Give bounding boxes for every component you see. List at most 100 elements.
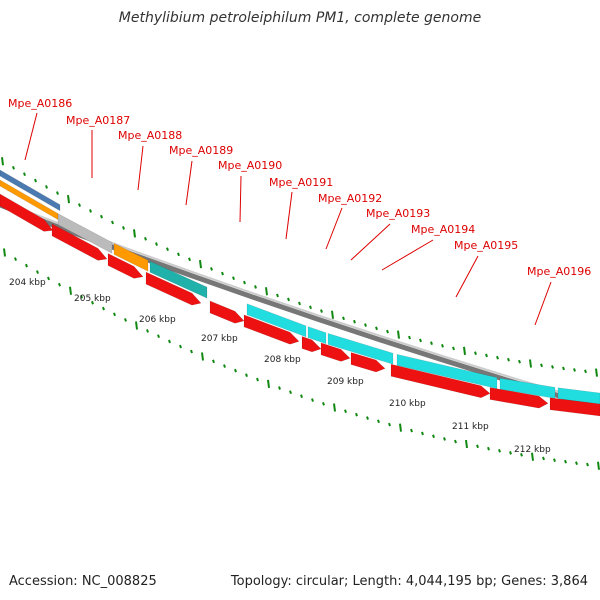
label-leader-line xyxy=(455,255,479,298)
inner-tick xyxy=(597,461,600,470)
outer-tick xyxy=(298,301,301,306)
outer-tick xyxy=(463,346,466,355)
label-leader-line xyxy=(534,281,552,326)
outer-tick xyxy=(100,214,103,219)
gene-label: Mpe_A0196 xyxy=(527,265,591,278)
inner-tick xyxy=(377,419,380,424)
inner-tick xyxy=(388,422,391,427)
outer-tick xyxy=(133,229,136,238)
outer-tick xyxy=(188,257,191,262)
outer-tick xyxy=(507,357,510,362)
outer-tick xyxy=(23,172,26,177)
outer-tick xyxy=(254,285,257,289)
cds-arrow xyxy=(243,314,300,345)
inner-tick xyxy=(212,359,215,364)
inner-tick xyxy=(564,459,567,464)
inner-tick xyxy=(36,270,39,274)
inner-tick xyxy=(465,439,468,449)
outer-tick xyxy=(551,365,554,369)
label-leader-line xyxy=(24,112,38,161)
outer-tick xyxy=(67,194,70,204)
outer-tick xyxy=(397,330,400,339)
cds-arrow xyxy=(301,336,322,353)
inner-tick xyxy=(25,263,28,268)
outer-tick xyxy=(199,260,202,269)
inner-tick xyxy=(267,379,270,388)
label-leader-line xyxy=(381,239,434,271)
outer-tick xyxy=(232,276,235,280)
outer-tick xyxy=(342,316,345,321)
feature-function-block xyxy=(113,242,149,272)
gene-label: Mpe_A0186 xyxy=(8,97,72,110)
outer-tick-ring xyxy=(1,157,598,377)
outer-tick xyxy=(111,220,114,225)
inner-tick xyxy=(146,329,149,333)
inner-tick xyxy=(190,349,193,354)
label-leader-line xyxy=(285,191,293,240)
outer-tick xyxy=(243,280,246,285)
outer-tick xyxy=(573,368,576,372)
outer-tick xyxy=(386,329,389,334)
outer-tick xyxy=(155,242,158,246)
kbp-tick-label: 208 kbp xyxy=(264,355,301,365)
cds-arrow xyxy=(107,253,144,279)
outer-tick xyxy=(364,323,367,327)
outer-tick xyxy=(496,355,499,360)
outer-tick xyxy=(518,359,521,364)
outer-tick xyxy=(265,287,268,296)
gene-label: Mpe_A0193 xyxy=(366,207,430,220)
outer-tick xyxy=(1,157,4,166)
outer-tick xyxy=(452,346,455,351)
inner-tick xyxy=(553,458,556,462)
feature-function-block xyxy=(327,332,394,365)
inner-tick xyxy=(245,373,248,377)
gene-label: Mpe_A0187 xyxy=(66,114,130,127)
outer-tick xyxy=(221,271,224,276)
feature-function-block xyxy=(57,213,113,254)
inner-tick xyxy=(124,318,127,322)
inner-tick xyxy=(520,453,523,457)
label-leader-line xyxy=(239,175,242,223)
gene-label: Mpe_A0191 xyxy=(269,176,333,189)
cds-arrow xyxy=(489,387,549,409)
map-title: Methylibium petroleiphilum PM1, complete… xyxy=(118,10,482,26)
inner-tick xyxy=(311,398,314,402)
outer-tick xyxy=(89,209,92,213)
kbp-tick-label: 209 kbp xyxy=(327,377,364,387)
cds-arrow xyxy=(549,397,600,417)
cds-arrow xyxy=(51,223,108,261)
gene-label: Mpe_A0194 xyxy=(411,223,475,236)
outer-tick xyxy=(584,369,587,374)
outer-tick xyxy=(419,338,422,343)
inner-tick xyxy=(410,428,413,433)
label-leader-line xyxy=(350,223,391,261)
inner-tick-ring xyxy=(3,248,600,470)
inner-tick xyxy=(47,276,50,281)
outer-tick xyxy=(78,203,81,207)
inner-tick xyxy=(531,452,534,461)
inner-tick xyxy=(476,444,479,449)
outer-tick xyxy=(309,305,312,310)
feature-function-block xyxy=(557,387,600,405)
inner-tick xyxy=(432,434,435,439)
gene-labels: Mpe_A0186 Mpe_A0187 Mpe_A0188 Mpe_A0189 Mpe_… xyxy=(8,97,591,278)
cds-arrow xyxy=(320,342,351,362)
kbp-tick-label: 207 kbp xyxy=(201,334,238,344)
inner-tick xyxy=(454,439,457,444)
outer-tick xyxy=(45,185,48,189)
gene-label: Mpe_A0188 xyxy=(118,129,182,142)
inner-tick xyxy=(58,282,61,287)
outer-tick xyxy=(474,351,477,356)
outer-tick xyxy=(276,293,279,298)
kbp-tick-label: 205 kbp xyxy=(74,294,111,304)
inner-tick xyxy=(135,321,138,330)
inner-tick xyxy=(3,248,6,257)
inner-tick xyxy=(91,300,94,305)
inner-tick xyxy=(355,412,358,417)
outer-tick xyxy=(408,335,411,340)
outer-tick xyxy=(56,191,59,195)
inner-tick xyxy=(586,462,589,467)
outer-tick xyxy=(595,368,598,377)
kbp-tick-label: 211 kbp xyxy=(452,422,489,432)
inner-tick xyxy=(443,437,446,441)
